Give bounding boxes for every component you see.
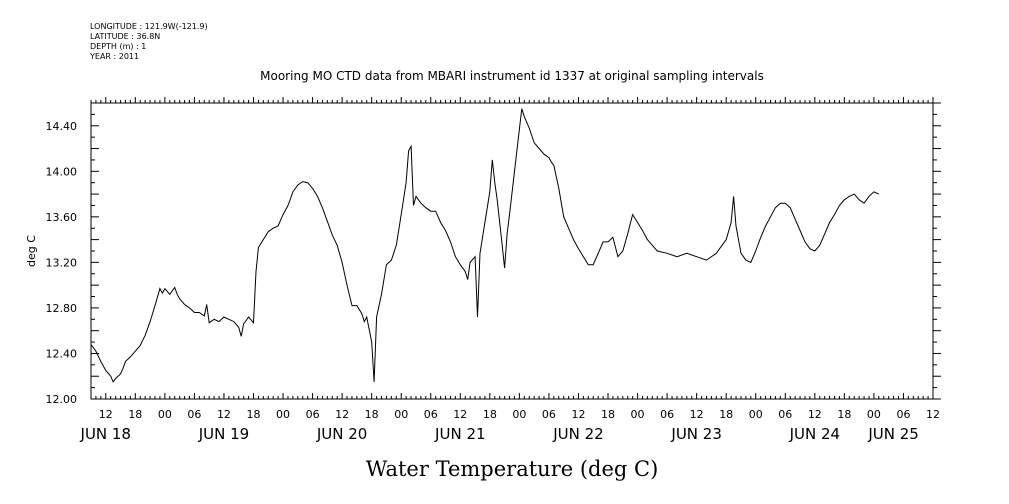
x-day-label: JUN 21	[434, 425, 485, 443]
y-tick-label: 13.20	[46, 256, 78, 269]
x-day-label: JUN 19	[198, 425, 249, 443]
y-tick-label: 14.00	[46, 165, 78, 178]
latitude-text: LATITUDE : 36.8N	[90, 32, 161, 41]
y-tick-label: 12.00	[46, 393, 78, 406]
chart-title: Mooring MO CTD data from MBARI instrumen…	[260, 69, 764, 83]
series-line	[90, 108, 880, 383]
x-tick-label: 12	[335, 408, 349, 421]
x-tick-label: 06	[187, 408, 201, 421]
x-tick-label: 00	[867, 408, 881, 421]
x-day-label: JUN 20	[316, 425, 367, 443]
series-group	[90, 108, 880, 383]
y-tick-label: 12.40	[46, 347, 78, 360]
x-tick-label: 00	[276, 408, 290, 421]
x-tick-label: 06	[306, 408, 320, 421]
x-tick-label: 06	[424, 408, 438, 421]
plot-frame	[90, 102, 934, 400]
x-tick-label: 00	[158, 408, 172, 421]
x-tick-label: 00	[394, 408, 408, 421]
x-tick-label: 18	[483, 408, 497, 421]
x-tick-label: 12	[217, 408, 231, 421]
x-tick-labels: 12 18 00 06 12 18 00 06 12 18 00 06 12 18 00 06 12 18 00 06…	[99, 408, 940, 421]
y-tick-label: 13.60	[46, 211, 78, 224]
y-axis-label: deg C	[25, 235, 38, 267]
x-tick-label: 18	[601, 408, 615, 421]
x-tick-label: 06	[896, 408, 910, 421]
x-axis-title: Water Temperature (deg C)	[366, 457, 659, 481]
x-tick-label: 18	[837, 408, 851, 421]
depth-text: DEPTH (m) : 1	[90, 42, 147, 51]
x-day-label: JUN 24	[789, 425, 840, 443]
metadata-block: LONGITUDE : 121.9W(-121.9) LATITUDE : 36…	[90, 22, 208, 62]
year-text: YEAR : 2011	[90, 52, 140, 61]
x-tick-label: 12	[99, 408, 113, 421]
x-tick-label: 18	[719, 408, 733, 421]
x-tick-label: 12	[808, 408, 822, 421]
x-day-label: JUN 22	[552, 425, 603, 443]
x-tick-label: 12	[926, 408, 940, 421]
x-tick-label: 12	[571, 408, 585, 421]
longitude-text: LONGITUDE : 121.9W(-121.9)	[90, 22, 208, 31]
x-day-label: JUN 18	[80, 425, 131, 443]
axis-ticks	[90, 97, 941, 400]
x-tick-label: 06	[542, 408, 556, 421]
x-day-labels: JUN 18 JUN 19 JUN 20 JUN 21 JUN 22 JUN 23 JUN …	[80, 425, 919, 443]
x-tick-label: 00	[749, 408, 763, 421]
x-tick-label: 18	[128, 408, 142, 421]
x-tick-label: 12	[690, 408, 704, 421]
x-tick-label: 00	[512, 408, 526, 421]
y-tick-labels: 12.00 12.40 12.80 13.20 13.60 14.00 14.40	[46, 120, 78, 406]
x-tick-label: 12	[453, 408, 467, 421]
y-tick-label: 14.40	[46, 120, 78, 133]
x-tick-label: 00	[631, 408, 645, 421]
x-tick-label: 06	[660, 408, 674, 421]
x-tick-label: 18	[246, 408, 260, 421]
x-day-label: JUN 25	[867, 425, 918, 443]
x-tick-label: 06	[778, 408, 792, 421]
x-day-label: JUN 23	[670, 425, 721, 443]
x-tick-label: 18	[365, 408, 379, 421]
y-tick-label: 12.80	[46, 302, 78, 315]
